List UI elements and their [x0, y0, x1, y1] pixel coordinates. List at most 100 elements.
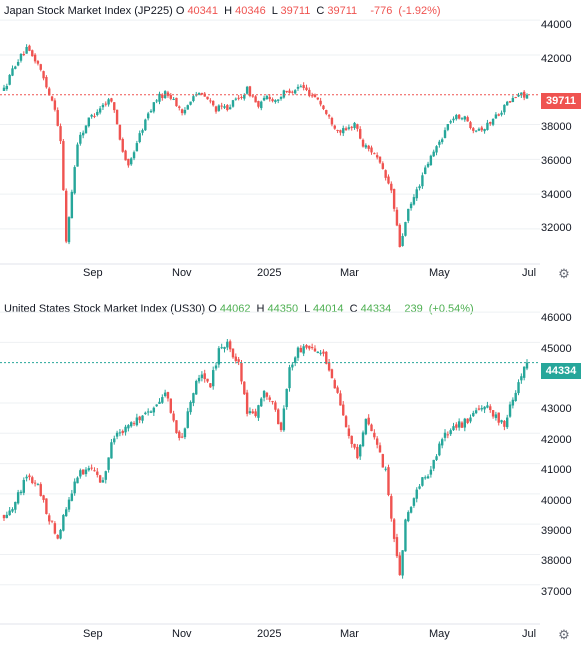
jp225-candle-body — [84, 125, 88, 134]
us30-candle-body — [64, 509, 68, 517]
jp225-candle-body — [96, 111, 99, 116]
jp225-candle-body — [67, 217, 71, 243]
jp225-candle-body — [70, 191, 74, 219]
us30-candle-body — [234, 356, 238, 361]
us30-candle-body — [489, 406, 492, 411]
jp225-candle-body — [446, 124, 450, 130]
us30-candle-body — [141, 415, 144, 421]
jp225-candle-body — [251, 95, 254, 97]
jp225-candle-body — [457, 114, 461, 119]
jp225-candle-body — [178, 106, 181, 108]
us30-candle-body — [67, 499, 71, 510]
jp225-candle-body — [274, 100, 277, 103]
us30-candle-body — [404, 519, 407, 552]
us30-candle-body — [260, 398, 263, 407]
us30-candle-body — [378, 445, 382, 453]
jp225-candle-body — [59, 126, 62, 142]
us30-ytick-42000: 42000 — [541, 434, 572, 446]
jp225-candle-body — [79, 134, 82, 144]
jp225-candle-body — [189, 101, 192, 105]
jp225-candle-body — [155, 100, 158, 102]
jp225-candle-body — [398, 224, 401, 247]
jp225-candle-body — [477, 128, 481, 131]
jp225-candle-body — [491, 119, 495, 125]
us30-candle-body — [42, 495, 45, 500]
us30-candle-body — [36, 484, 40, 486]
jp225-candle-body — [217, 105, 221, 111]
us30-candle-body — [161, 397, 164, 403]
jp225-candle-body — [25, 46, 28, 54]
us30-candle-body — [310, 347, 314, 349]
jp225-candle-body — [514, 97, 517, 99]
jp225-candle-body — [395, 209, 399, 226]
jp225-candle-body — [93, 115, 96, 117]
jp225-candle-body — [231, 100, 235, 107]
us30-candle-body — [101, 480, 105, 483]
us30-candle-body — [299, 347, 303, 353]
us30-candle-body — [118, 432, 122, 434]
jp225-change-pct: (-1.92%) — [398, 5, 441, 17]
us30-candle-body — [460, 422, 464, 428]
us30-high-label: H — [256, 303, 265, 315]
jp225-candle-body — [285, 90, 288, 92]
gear-icon[interactable]: ⚙ — [558, 266, 570, 281]
jp225-ytick-34000: 34000 — [541, 189, 572, 201]
jp225-ytick-32000: 32000 — [541, 222, 572, 234]
jp225-candle-body — [426, 163, 430, 167]
jp225-xtick-mar: Mar — [340, 267, 359, 279]
us30-ytick-39000: 39000 — [541, 525, 572, 537]
jp225-candle-body — [33, 54, 37, 62]
us30-candle-body — [342, 404, 345, 416]
us30-candle-body — [158, 401, 161, 404]
jp225-candle-body — [16, 61, 20, 66]
us30-candle-body — [8, 510, 11, 516]
us30-plot[interactable] — [0, 290, 540, 625]
us30-candle-body — [469, 417, 472, 422]
jp225-candle-body — [322, 105, 325, 109]
us30-candle-body — [418, 486, 421, 489]
jp225-candle-body — [127, 158, 130, 166]
us30-candle-body — [14, 501, 17, 510]
us30-candle-body — [480, 408, 483, 410]
jp225-candle-body — [262, 97, 266, 101]
jp225-candle-body — [407, 208, 410, 221]
jp225-candle-body — [169, 95, 172, 99]
us30-xtick-may: May — [429, 628, 450, 640]
jp225-plot[interactable] — [0, 0, 540, 265]
us30-candle-body — [28, 475, 31, 478]
jp225-candle-body — [113, 102, 116, 111]
us30-candle-body — [76, 477, 79, 484]
jp225-candle-body — [11, 68, 14, 76]
us30-candle-body — [127, 425, 130, 429]
jp225-candle-body — [8, 74, 11, 85]
jp225-candle-body — [421, 175, 424, 187]
us30-close-label: C — [349, 303, 358, 315]
jp225-candle-body — [62, 141, 65, 191]
us30-candle-body — [180, 436, 184, 438]
jp225-candle-body — [350, 126, 353, 128]
us30-candle-body — [231, 348, 235, 358]
us30-candle-body — [285, 388, 288, 408]
us30-candle-body — [511, 399, 515, 406]
jp225-panel: Japan Stock Market Index (JP225) O 40341… — [0, 0, 581, 290]
us30-candle-body — [291, 364, 294, 368]
jp225-candle-body — [124, 150, 127, 161]
jp225-candle-body — [138, 133, 141, 143]
gear-icon[interactable]: ⚙ — [558, 627, 570, 642]
jp225-candle-body — [288, 90, 291, 93]
jp225-candle-body — [19, 54, 23, 61]
us30-panel: United States Stock Market Index (US30) … — [0, 290, 581, 652]
us30-candle-body — [144, 412, 147, 415]
us30-candle-body — [514, 392, 517, 401]
jp225-candle-body — [45, 77, 48, 88]
jp225-candle-body — [279, 96, 283, 99]
jp225-candle-body — [234, 98, 238, 100]
jp225-candle-body — [121, 139, 124, 152]
us30-candle-body — [494, 414, 498, 418]
us30-candle-body — [387, 467, 390, 496]
us30-candle-body — [110, 442, 113, 459]
jp225-candle-body — [305, 87, 308, 91]
us30-candle-body — [155, 404, 158, 407]
jp225-candle-body — [336, 129, 339, 131]
jp225-candle-body — [455, 115, 458, 120]
